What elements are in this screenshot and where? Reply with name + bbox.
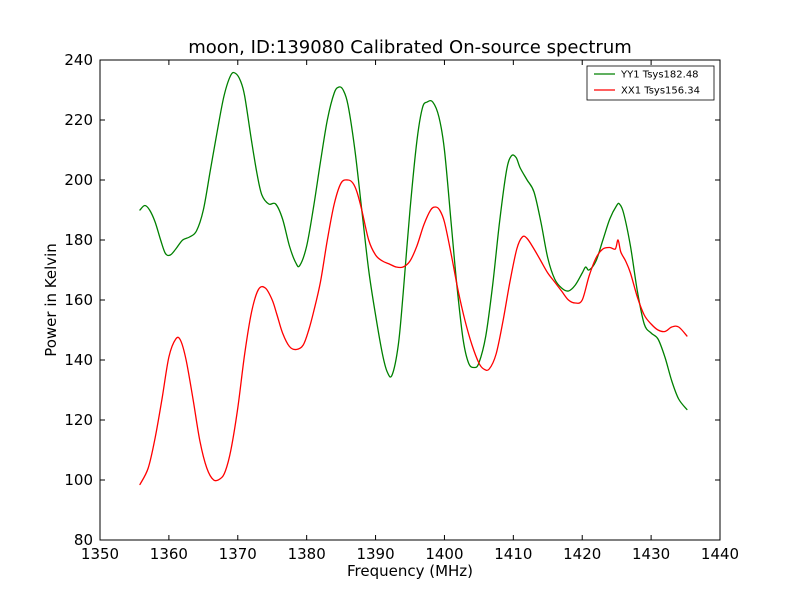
y-tick-label: 120 xyxy=(64,411,93,429)
x-tick-label: 1430 xyxy=(632,545,670,563)
y-tick-label: 240 xyxy=(64,51,93,69)
y-tick-label: 220 xyxy=(64,111,93,129)
legend-box xyxy=(586,65,715,101)
y-tick-label: 140 xyxy=(64,351,93,369)
series-layer xyxy=(139,71,688,486)
x-tick-label: 1390 xyxy=(356,545,394,563)
x-tick-label: 1360 xyxy=(150,545,188,563)
y-axis-label: Power in Kelvin xyxy=(42,243,60,357)
series-line-xx1 xyxy=(139,179,688,486)
y-tick-label: 180 xyxy=(64,231,93,249)
y-tick-label: 80 xyxy=(74,531,93,549)
x-tick-label: 1440 xyxy=(701,545,739,563)
y-tick-label: 160 xyxy=(64,291,93,309)
legend: YY1 Tsys182.48 XX1 Tsys156.34 xyxy=(586,65,715,101)
x-tick-label: 1350 xyxy=(81,545,119,563)
y-tick-label: 100 xyxy=(64,471,93,489)
series-line-yy1 xyxy=(139,71,688,411)
x-tick-label: 1370 xyxy=(219,545,257,563)
x-tick-label: 1400 xyxy=(425,545,463,563)
x-tick-label: 1420 xyxy=(563,545,601,563)
chart-title: moon, ID:139080 Calibrated On-source spe… xyxy=(188,37,632,58)
ticks-layer: 1350 1360 1370 1380 1390 1400 1410 1420 1430 1440… xyxy=(64,51,739,563)
legend-label-xx1: XX1 Tsys156.34 xyxy=(621,86,700,97)
x-tick-label: 1410 xyxy=(494,545,532,563)
x-axis-label: Frequency (MHz) xyxy=(347,562,473,580)
legend-label-yy1: YY1 Tsys182.48 xyxy=(620,70,699,81)
plot-area xyxy=(100,60,720,540)
y-tick-label: 200 xyxy=(64,171,93,189)
x-tick-label: 1380 xyxy=(288,545,326,563)
